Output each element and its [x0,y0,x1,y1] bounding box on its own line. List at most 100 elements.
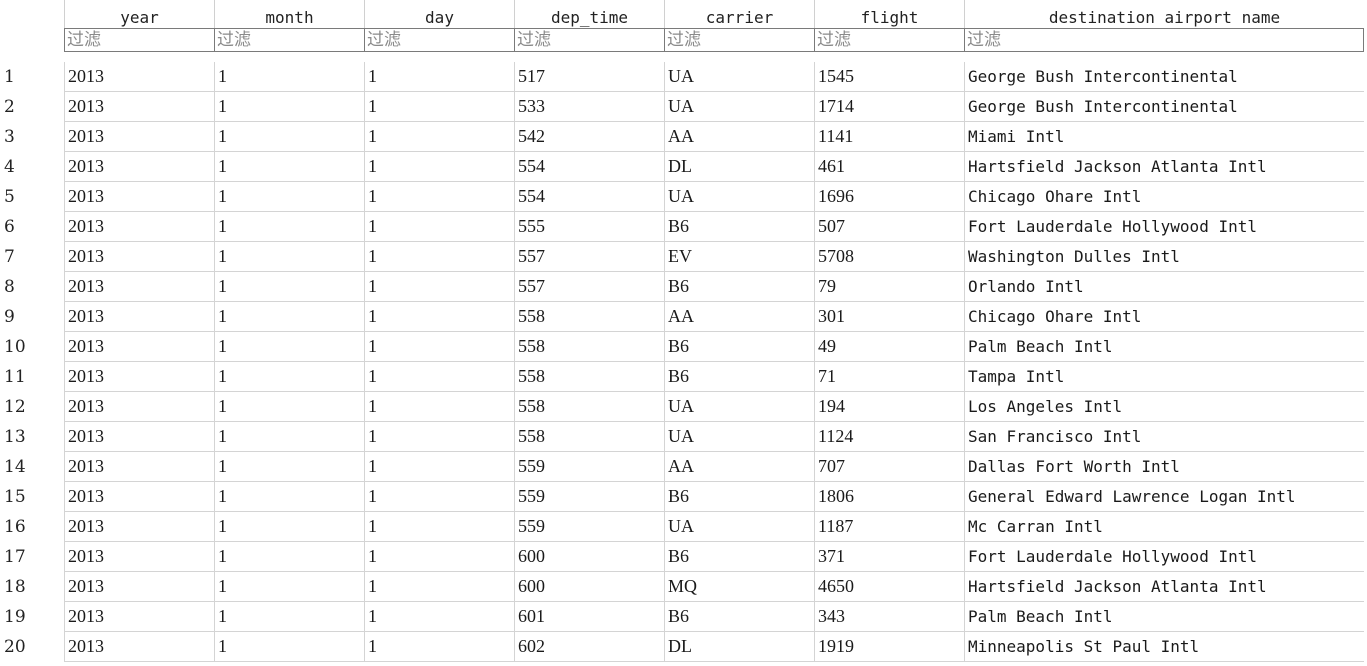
cell-day[interactable]: 1 [364,302,514,332]
cell-flight[interactable]: 707 [814,452,964,482]
filter-input-dep-time[interactable] [515,29,664,51]
cell-year[interactable]: 2013 [64,512,214,542]
cell-year[interactable]: 2013 [64,392,214,422]
cell-year[interactable]: 2013 [64,272,214,302]
column-header-flight[interactable]: flight [814,0,964,28]
column-header-year[interactable]: year [64,0,214,28]
filter-input-year[interactable] [65,29,214,51]
cell-month[interactable]: 1 [214,512,364,542]
cell-dep-time[interactable]: 559 [514,482,664,512]
cell-day[interactable]: 1 [364,212,514,242]
cell-destination-airport-name[interactable]: Fort Lauderdale Hollywood Intl [964,212,1364,242]
cell-destination-airport-name[interactable]: Minneapolis St Paul Intl [964,632,1364,662]
cell-flight[interactable]: 1545 [814,62,964,92]
cell-month[interactable]: 1 [214,332,364,362]
cell-month[interactable]: 1 [214,272,364,302]
cell-flight[interactable]: 343 [814,602,964,632]
cell-dep-time[interactable]: 542 [514,122,664,152]
cell-dep-time[interactable]: 558 [514,362,664,392]
cell-flight[interactable]: 1141 [814,122,964,152]
table-row[interactable]: 8 2013 1 1 557 B6 79 Orlando Intl [0,272,1367,302]
table-row[interactable]: 16 2013 1 1 559 UA 1187 Mc Carran Intl [0,512,1367,542]
cell-dep-time[interactable]: 517 [514,62,664,92]
cell-month[interactable]: 1 [214,122,364,152]
cell-carrier[interactable]: DL [664,152,814,182]
cell-flight[interactable]: 507 [814,212,964,242]
cell-carrier[interactable]: B6 [664,332,814,362]
filter-input-destination-airport-name[interactable] [965,29,1363,51]
cell-flight[interactable]: 1124 [814,422,964,452]
cell-carrier[interactable]: AA [664,302,814,332]
table-row[interactable]: 2 2013 1 1 533 UA 1714 George Bush Intercontine… [0,92,1367,122]
cell-month[interactable]: 1 [214,392,364,422]
cell-year[interactable]: 2013 [64,302,214,332]
cell-dep-time[interactable]: 558 [514,422,664,452]
cell-carrier[interactable]: UA [664,92,814,122]
cell-flight[interactable]: 1187 [814,512,964,542]
cell-day[interactable]: 1 [364,62,514,92]
cell-flight[interactable]: 301 [814,302,964,332]
cell-flight[interactable]: 49 [814,332,964,362]
cell-carrier[interactable]: B6 [664,482,814,512]
table-row[interactable]: 9 2013 1 1 558 AA 301 Chicago Ohare Intl [0,302,1367,332]
cell-destination-airport-name[interactable]: Miami Intl [964,122,1364,152]
cell-day[interactable]: 1 [364,512,514,542]
table-row[interactable]: 3 2013 1 1 542 AA 1141 Miami Intl [0,122,1367,152]
cell-month[interactable]: 1 [214,572,364,602]
cell-dep-time[interactable]: 558 [514,392,664,422]
cell-destination-airport-name[interactable]: George Bush Intercontinental [964,62,1364,92]
filter-input-flight[interactable] [815,29,964,51]
cell-day[interactable]: 1 [364,452,514,482]
cell-year[interactable]: 2013 [64,482,214,512]
cell-month[interactable]: 1 [214,212,364,242]
cell-destination-airport-name[interactable]: Chicago Ohare Intl [964,302,1364,332]
cell-year[interactable]: 2013 [64,62,214,92]
cell-day[interactable]: 1 [364,152,514,182]
cell-flight[interactable]: 71 [814,362,964,392]
cell-month[interactable]: 1 [214,152,364,182]
cell-carrier[interactable]: B6 [664,362,814,392]
cell-destination-airport-name[interactable]: San Francisco Intl [964,422,1364,452]
cell-month[interactable]: 1 [214,362,364,392]
cell-dep-time[interactable]: 601 [514,602,664,632]
cell-day[interactable]: 1 [364,632,514,662]
column-header-carrier[interactable]: carrier [664,0,814,28]
cell-dep-time[interactable]: 558 [514,332,664,362]
filter-input-day[interactable] [365,29,514,51]
cell-carrier[interactable]: EV [664,242,814,272]
cell-month[interactable]: 1 [214,542,364,572]
cell-destination-airport-name[interactable]: George Bush Intercontinental [964,92,1364,122]
cell-carrier[interactable]: UA [664,182,814,212]
cell-destination-airport-name[interactable]: Washington Dulles Intl [964,242,1364,272]
table-row[interactable]: 19 2013 1 1 601 B6 343 Palm Beach Intl [0,602,1367,632]
cell-month[interactable]: 1 [214,302,364,332]
filter-input-carrier[interactable] [665,29,814,51]
cell-flight[interactable]: 194 [814,392,964,422]
cell-flight[interactable]: 1919 [814,632,964,662]
cell-destination-airport-name[interactable]: Orlando Intl [964,272,1364,302]
cell-day[interactable]: 1 [364,362,514,392]
cell-year[interactable]: 2013 [64,242,214,272]
cell-flight[interactable]: 79 [814,272,964,302]
cell-year[interactable]: 2013 [64,182,214,212]
cell-carrier[interactable]: UA [664,512,814,542]
cell-dep-time[interactable]: 600 [514,572,664,602]
cell-carrier[interactable]: AA [664,122,814,152]
cell-year[interactable]: 2013 [64,542,214,572]
cell-dep-time[interactable]: 558 [514,302,664,332]
cell-year[interactable]: 2013 [64,152,214,182]
filter-input-month[interactable] [215,29,364,51]
cell-month[interactable]: 1 [214,602,364,632]
cell-day[interactable]: 1 [364,242,514,272]
cell-day[interactable]: 1 [364,392,514,422]
cell-dep-time[interactable]: 557 [514,242,664,272]
cell-carrier[interactable]: B6 [664,542,814,572]
cell-dep-time[interactable]: 533 [514,92,664,122]
cell-destination-airport-name[interactable]: General Edward Lawrence Logan Intl [964,482,1364,512]
cell-month[interactable]: 1 [214,182,364,212]
cell-day[interactable]: 1 [364,422,514,452]
cell-dep-time[interactable]: 554 [514,182,664,212]
cell-year[interactable]: 2013 [64,602,214,632]
table-row[interactable]: 5 2013 1 1 554 UA 1696 Chicago Ohare Intl [0,182,1367,212]
table-row[interactable]: 1 2013 1 1 517 UA 1545 George Bush Intercontine… [0,62,1367,92]
